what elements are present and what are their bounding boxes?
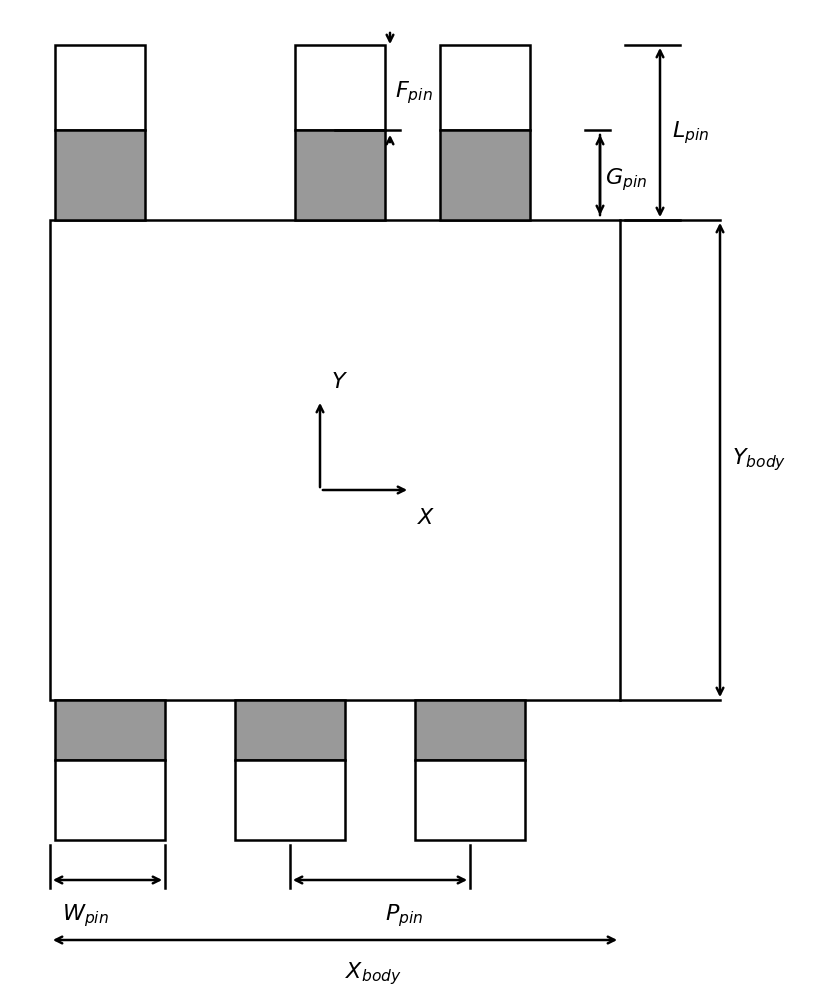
- Text: X: X: [418, 508, 433, 528]
- Bar: [415, 760, 525, 840]
- Bar: [415, 700, 525, 760]
- Bar: [440, 130, 530, 220]
- Text: $F_{pin}$: $F_{pin}$: [395, 79, 433, 106]
- Bar: [55, 130, 145, 220]
- Bar: [50, 220, 620, 700]
- Text: $Y_{body}$: $Y_{body}$: [732, 447, 786, 473]
- Text: $L_{pin}$: $L_{pin}$: [672, 119, 710, 146]
- Bar: [235, 760, 345, 840]
- Text: $P_{pin}$: $P_{pin}$: [385, 902, 423, 929]
- Bar: [55, 760, 165, 840]
- Bar: [440, 45, 530, 130]
- Text: $G_{pin}$: $G_{pin}$: [605, 167, 648, 193]
- Text: $X_{body}$: $X_{body}$: [345, 960, 402, 987]
- Bar: [235, 700, 345, 760]
- Bar: [55, 45, 145, 130]
- Text: $W_{pin}$: $W_{pin}$: [62, 902, 109, 929]
- Text: Y: Y: [331, 372, 345, 392]
- Bar: [55, 700, 165, 760]
- Bar: [295, 130, 385, 220]
- Bar: [295, 45, 385, 130]
